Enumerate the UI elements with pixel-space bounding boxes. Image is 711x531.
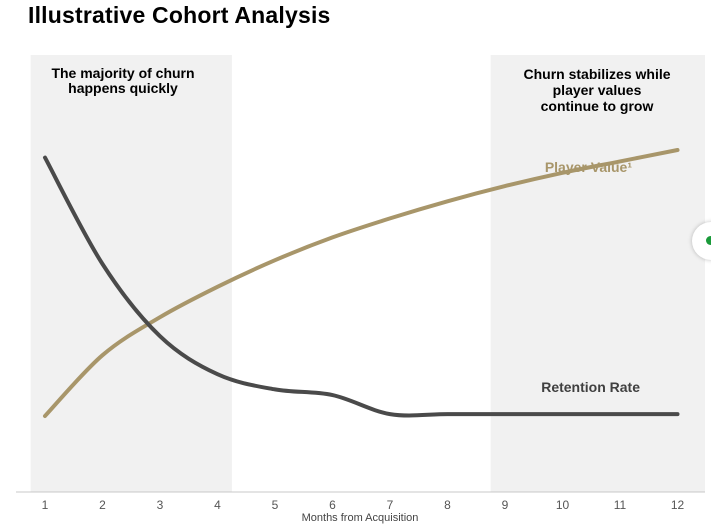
x-tick-label-6: 6: [329, 498, 336, 512]
shaded-regions: [30, 55, 705, 492]
series-label-retention-rate: Retention Rate: [541, 379, 640, 395]
x-tick-label-8: 8: [444, 498, 451, 512]
x-tick-label-1: 1: [42, 498, 49, 512]
x-tick-label-11: 11: [614, 498, 627, 512]
x-axis-label: Months from Acquisition: [302, 512, 419, 524]
x-tick-label-4: 4: [214, 498, 221, 512]
page-title: Illustrative Cohort Analysis: [28, 2, 331, 28]
x-tick-label-3: 3: [157, 498, 164, 512]
series-line-player-value: [43, 148, 680, 418]
x-tick-label-7: 7: [387, 498, 394, 512]
series-line-retention-rate: [43, 155, 680, 418]
floating-badge[interactable]: [692, 222, 711, 260]
annotation-churn-stabilizes: Churn stabilizes while player values con…: [523, 66, 671, 114]
shaded-region-2: [490, 55, 705, 492]
x-tick-label-12: 12: [671, 498, 685, 512]
x-tick-label-9: 9: [502, 498, 509, 512]
badge-dot-icon: [706, 236, 711, 245]
annotation-early-churn: The majority of churn happens quickly: [51, 65, 195, 96]
series-lines: [43, 148, 680, 418]
x-tick-label-2: 2: [99, 498, 106, 512]
x-axis-tick-labels: 1 2 3 4 5 6 7 8 9 10 11 12: [42, 498, 685, 512]
series-label-player-value: Player Value¹: [545, 159, 633, 175]
x-tick-label-5: 5: [272, 498, 279, 512]
x-tick-label-10: 10: [556, 498, 570, 512]
shaded-region-1: [30, 55, 232, 492]
